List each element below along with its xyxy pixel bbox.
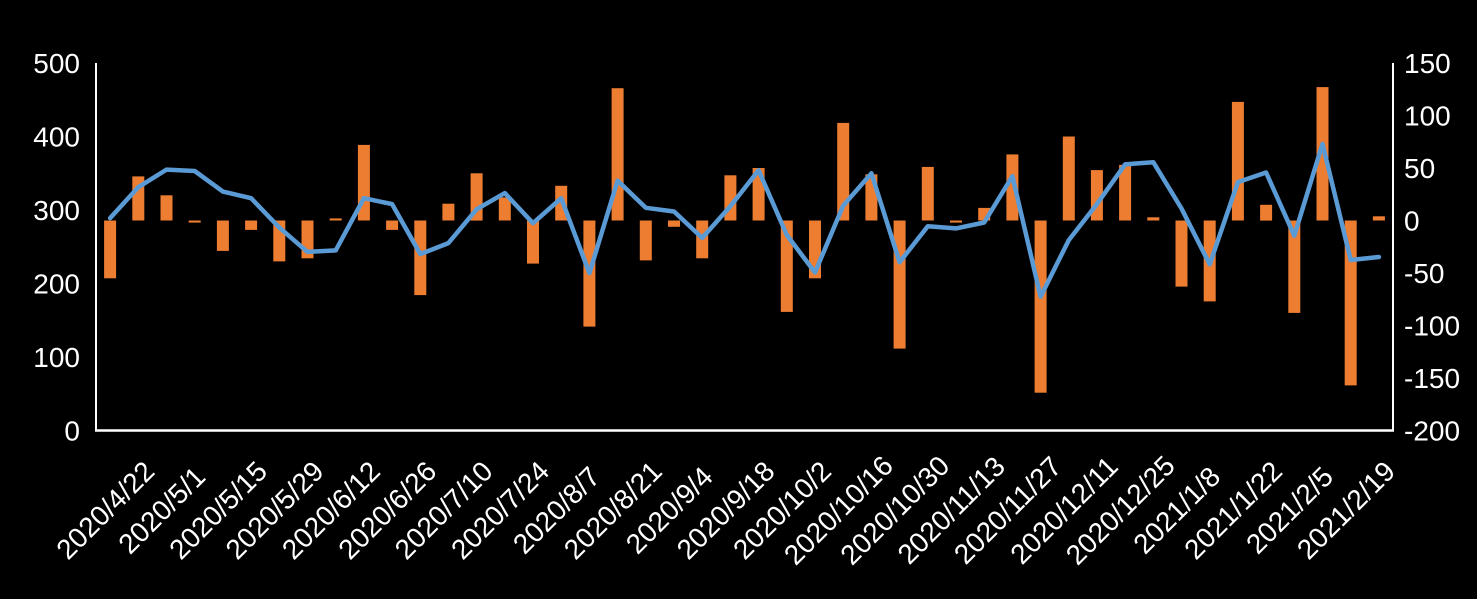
bar <box>216 220 229 251</box>
bar <box>1147 217 1160 221</box>
bar <box>1175 220 1188 287</box>
bar <box>780 220 793 312</box>
left-axis-tick-label: 200 <box>33 269 80 300</box>
bar <box>893 220 906 349</box>
line-series <box>107 141 1382 299</box>
bar <box>245 220 258 230</box>
bar <box>104 220 117 279</box>
right-axis-tick-label: -100 <box>1404 311 1460 342</box>
bar <box>1288 220 1301 313</box>
left-axis-tick-label: 300 <box>33 195 80 226</box>
left-axis-tick-label: 400 <box>33 122 80 153</box>
bar <box>442 203 455 221</box>
right-axis-tick-label: 0 <box>1404 206 1420 237</box>
bar <box>1231 101 1244 221</box>
left-axis-tick-label: 100 <box>33 342 80 373</box>
bar <box>837 122 850 221</box>
right-axis-tick-label: -150 <box>1404 363 1460 394</box>
right-axis-tick-label: 100 <box>1404 101 1451 132</box>
bar <box>527 220 539 264</box>
right-axis-tick-label: 150 <box>1404 48 1451 79</box>
bar <box>1260 204 1273 221</box>
bar <box>1062 136 1075 221</box>
bar <box>329 218 342 221</box>
bar <box>1006 154 1019 221</box>
bar <box>1372 216 1385 221</box>
bar <box>188 220 201 223</box>
bar <box>921 166 934 221</box>
bar <box>414 220 427 296</box>
bar <box>498 197 511 221</box>
bar <box>160 195 173 221</box>
right-axis-tick-label: -200 <box>1404 416 1460 447</box>
bar <box>1034 220 1047 393</box>
bar <box>1316 87 1329 221</box>
bar <box>639 220 652 261</box>
bar <box>1119 164 1132 221</box>
left-axis-tick-label: 0 <box>64 416 80 447</box>
right-axis-tick-label: 50 <box>1404 153 1435 184</box>
bar <box>950 220 962 223</box>
right-axis-tick-label: -50 <box>1404 258 1444 289</box>
bar <box>668 220 680 227</box>
left-axis-tick-label: 500 <box>33 48 80 79</box>
bar <box>386 220 399 230</box>
